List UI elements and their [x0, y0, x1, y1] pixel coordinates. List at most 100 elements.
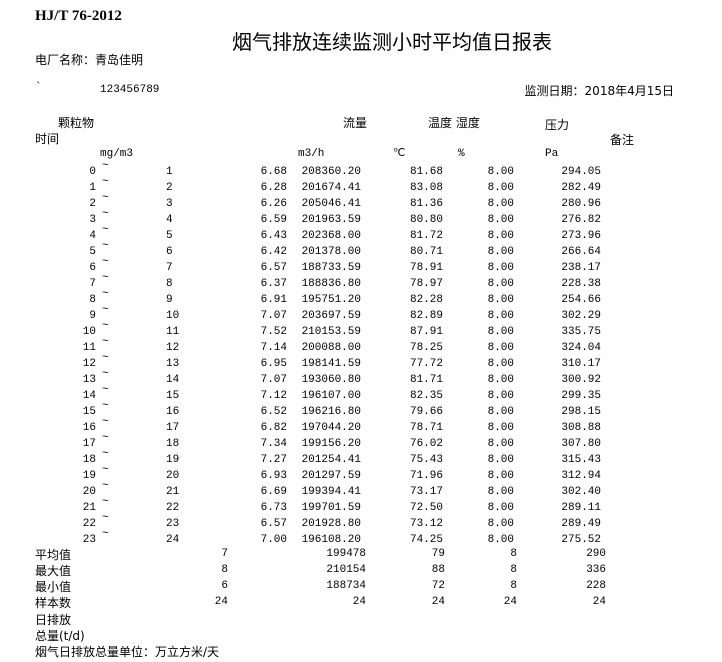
- end-hour: 1: [166, 166, 173, 178]
- end-hour: 2: [166, 182, 173, 194]
- start-hour: 16: [82, 422, 96, 434]
- particulate-value: 6.68: [260, 166, 287, 178]
- flow-value: 196216.80: [301, 406, 361, 418]
- flow-value: 210154: [326, 564, 366, 576]
- header-time: 时间: [35, 132, 60, 146]
- particulate-value: 7.12: [260, 390, 287, 402]
- pressure-value: 299.35: [561, 390, 601, 402]
- humidity-value: 8.00: [487, 534, 514, 546]
- humidity-value: 8.00: [487, 294, 514, 306]
- particulate-value: 7.34: [260, 438, 287, 450]
- table-row: 12 ~13 6.95 198141.59 77.72 8.00 310.17: [0, 352, 722, 371]
- particulate-value: 6.93: [260, 470, 287, 482]
- temp-value: 81.36: [409, 198, 443, 210]
- start-hour: 0: [89, 166, 96, 178]
- flow-value: 188734: [326, 580, 366, 592]
- humidity-value: 24: [503, 596, 517, 608]
- standard-code: HJ/T 76-2012: [35, 8, 122, 24]
- header-remark: 备注: [610, 133, 635, 147]
- temp-value: 88: [431, 564, 445, 576]
- tilde: ~: [102, 448, 109, 460]
- flow-value: 200088.00: [301, 342, 361, 354]
- tilde: ~: [102, 176, 109, 188]
- start-hour: 6: [89, 262, 96, 274]
- end-hour: 14: [166, 374, 180, 386]
- table-row: 5 ~6 6.42 201378.00 80.71 8.00 266.64: [0, 240, 722, 259]
- end-hour: 16: [166, 406, 180, 418]
- temp-value: 83.08: [409, 182, 443, 194]
- tilde: ~: [102, 224, 109, 236]
- particulate-value: 6.52: [260, 406, 287, 418]
- start-hour: 9: [89, 310, 96, 322]
- tilde: ~: [102, 256, 109, 268]
- humidity-value: 8.00: [487, 198, 514, 210]
- pressure-value: 289.49: [561, 518, 601, 530]
- temp-value: 82.28: [409, 294, 443, 306]
- tilde: ~: [102, 336, 109, 348]
- summary-label: 样本数: [35, 596, 72, 610]
- pressure-value: 238.17: [561, 262, 601, 274]
- summary-row: 最大值 8 210154 88 8 336: [0, 562, 722, 578]
- flow-value: 202368.00: [301, 230, 361, 242]
- table-row: 9 ~10 7.07 203697.59 82.89 8.00 302.29: [0, 304, 722, 323]
- particulate-value: 7.52: [260, 326, 287, 338]
- start-hour: 4: [89, 230, 96, 242]
- temp-value: 82.89: [409, 310, 443, 322]
- unit-pressure: Pa: [545, 148, 559, 160]
- temp-value: 78.97: [409, 278, 443, 290]
- temp-value: 82.35: [409, 390, 443, 402]
- particulate-value: 6: [221, 580, 228, 592]
- pressure-value: 294.05: [561, 166, 601, 178]
- pressure-value: 276.82: [561, 214, 601, 226]
- humidity-value: 8.00: [487, 342, 514, 354]
- pressure-value: 24: [592, 596, 606, 608]
- pressure-value: 300.92: [561, 374, 601, 386]
- flow-value: 24: [352, 596, 366, 608]
- table-row: 8 ~9 6.91 195751.20 82.28 8.00 254.66: [0, 288, 722, 307]
- total-label: 总量(t/d): [35, 629, 85, 643]
- pressure-value: 335.75: [561, 326, 601, 338]
- start-hour: 11: [82, 342, 96, 354]
- pressure-value: 275.52: [561, 534, 601, 546]
- particulate-value: 6.59: [260, 214, 287, 226]
- pressure-value: 228.38: [561, 278, 601, 290]
- temp-value: 72: [431, 580, 445, 592]
- end-hour: 5: [166, 230, 173, 242]
- flow-value: 199478: [326, 548, 366, 560]
- pressure-value: 273.96: [561, 230, 601, 242]
- table-row: 11 ~12 7.14 200088.00 78.25 8.00 324.04: [0, 336, 722, 355]
- humidity-value: 8.00: [487, 262, 514, 274]
- flow-value: 198141.59: [301, 358, 361, 370]
- start-hour: 12: [82, 358, 96, 370]
- tilde: ~: [102, 512, 109, 524]
- particulate-value: 7: [221, 548, 228, 560]
- pressure-value: 310.17: [561, 358, 601, 370]
- humidity-value: 8.00: [487, 454, 514, 466]
- pressure-value: 298.15: [561, 406, 601, 418]
- temp-value: 77.72: [409, 358, 443, 370]
- start-hour: 17: [82, 438, 96, 450]
- pressure-value: 302.29: [561, 310, 601, 322]
- unit-temp: ℃: [393, 148, 406, 160]
- end-hour: 11: [166, 326, 180, 338]
- particulate-value: 6.57: [260, 518, 287, 530]
- tilde: ~: [102, 240, 109, 252]
- flow-value: 199156.20: [301, 438, 361, 450]
- humidity-value: 8.00: [487, 406, 514, 418]
- end-hour: 22: [166, 502, 180, 514]
- pressure-value: 307.80: [561, 438, 601, 450]
- table-row: 1 ~2 6.28 201674.41 83.08 8.00 282.49: [0, 176, 722, 195]
- start-hour: 22: [82, 518, 96, 530]
- pressure-value: 266.64: [561, 246, 601, 258]
- table-row: 22 ~23 6.57 201928.80 73.12 8.00 289.49: [0, 512, 722, 531]
- end-hour: 19: [166, 454, 180, 466]
- humidity-value: 8.00: [487, 166, 514, 178]
- particulate-value: 6.82: [260, 422, 287, 434]
- end-hour: 7: [166, 262, 173, 274]
- tilde: ~: [102, 288, 109, 300]
- tilde: ~: [102, 192, 109, 204]
- particulate-value: 6.91: [260, 294, 287, 306]
- table-row: 17 ~18 7.34 199156.20 76.02 8.00 307.80: [0, 432, 722, 451]
- start-hour: 7: [89, 278, 96, 290]
- particulate-value: 6.57: [260, 262, 287, 274]
